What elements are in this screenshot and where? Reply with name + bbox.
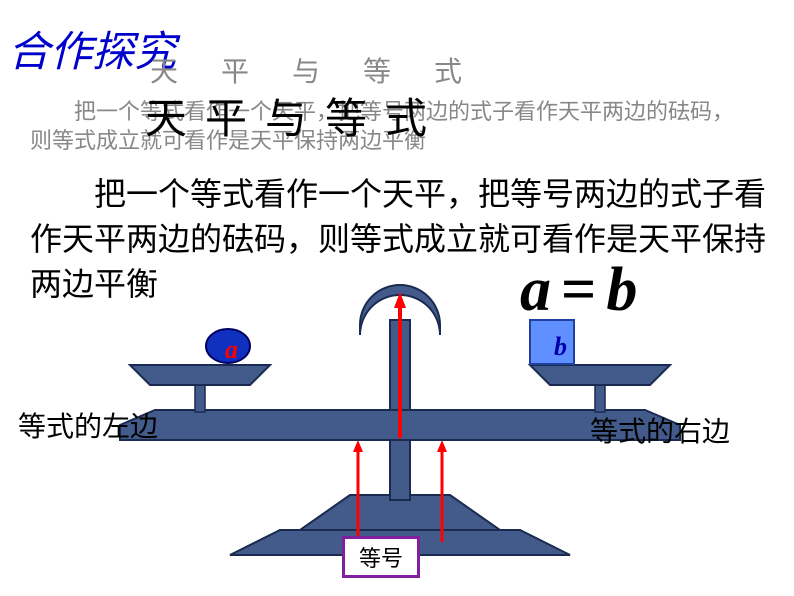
label-right-side: 等式的右边 [590,410,730,450]
main-title: 天平与等式 [145,85,445,146]
weight-b-label: b [554,332,567,362]
weight-a-label: a [225,335,238,365]
label-equal-sign: 等号 [342,536,420,578]
label-left-side: 等式的左边 [18,405,158,445]
shadow-title: 天 平 与 等 式 [150,50,480,90]
